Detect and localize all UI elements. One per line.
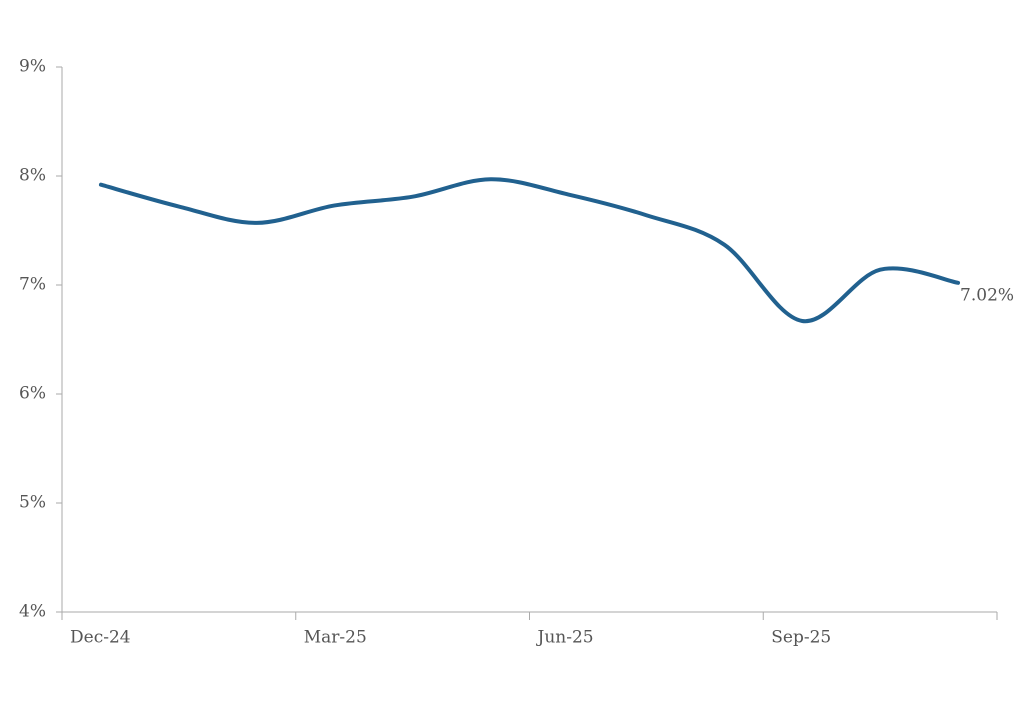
x-tick-label: Jun-25 bbox=[536, 628, 594, 648]
line bbox=[98, 177, 961, 323]
y-tick-label: 6% bbox=[19, 384, 46, 404]
y-tick-label: 7% bbox=[19, 275, 46, 295]
y-tick-label: 8% bbox=[19, 166, 46, 186]
y-tick-label: 4% bbox=[19, 602, 46, 622]
x-tick-label: Sep-25 bbox=[771, 628, 831, 648]
y-tick-label: 9% bbox=[19, 57, 46, 77]
x-tick-label: Mar-25 bbox=[304, 628, 367, 648]
y-tick-label: 5% bbox=[19, 493, 46, 513]
value-label: 7.02% bbox=[960, 285, 1014, 305]
x-tick-label: Dec-24 bbox=[70, 628, 131, 648]
